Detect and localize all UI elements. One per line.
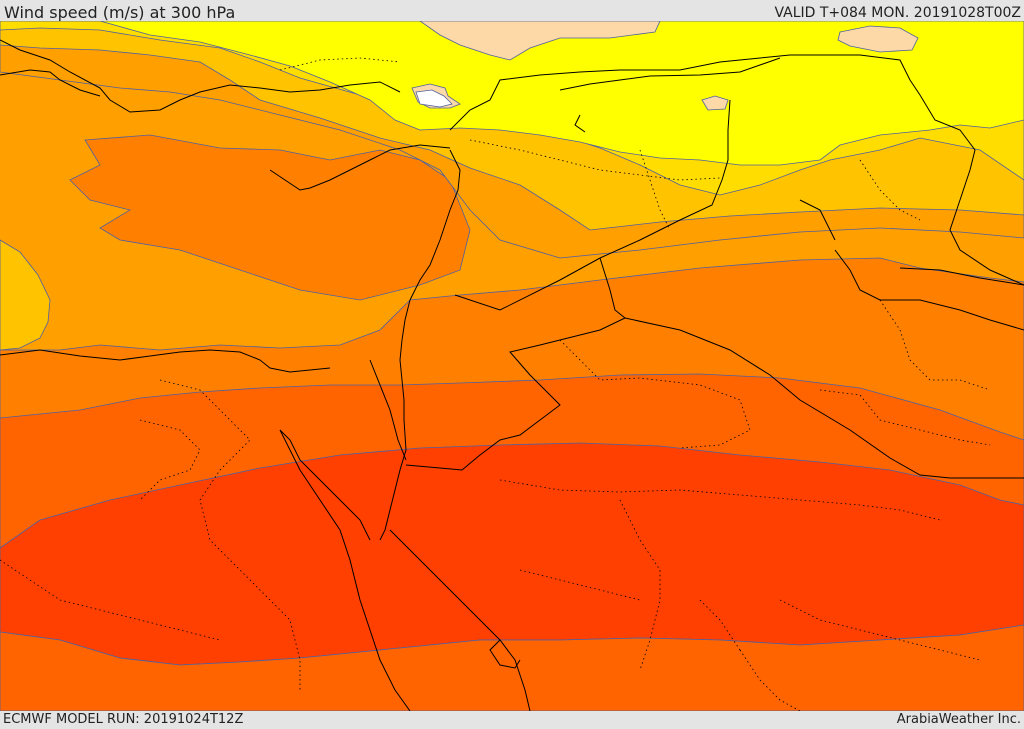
- band-pale-peach-small: [701, 95, 729, 111]
- map-canvas: [0, 21, 1024, 711]
- band-white-lake: [415, 89, 453, 108]
- country-borders: [369, 54, 1024, 479]
- band-pale-peach-north: [419, 21, 661, 61]
- band-orange-tongue: [69, 134, 471, 301]
- band-orange-bottom: [0, 624, 1024, 711]
- band-amber-west: [0, 239, 51, 351]
- band-yellow: [99, 21, 1024, 166]
- coastlines: [0, 39, 1024, 711]
- wind-speed-map[interactable]: [0, 21, 1024, 711]
- band-pale-peach-east: [837, 25, 919, 53]
- province-borders: [0, 57, 991, 711]
- valid-time: VALID T+084 MON. 20191028T00Z: [774, 5, 1021, 21]
- map-title: Wind speed (m/s) at 300 hPa: [4, 3, 236, 22]
- credit-label: ArabiaWeather Inc.: [896, 712, 1021, 727]
- model-run: ECMWF MODEL RUN: 20191024T12Z: [3, 712, 244, 727]
- header-bar: Wind speed (m/s) at 300 hPa VALID T+084 …: [0, 0, 1024, 22]
- footer-bar: ECMWF MODEL RUN: 20191024T12Z ArabiaWeat…: [0, 711, 1024, 729]
